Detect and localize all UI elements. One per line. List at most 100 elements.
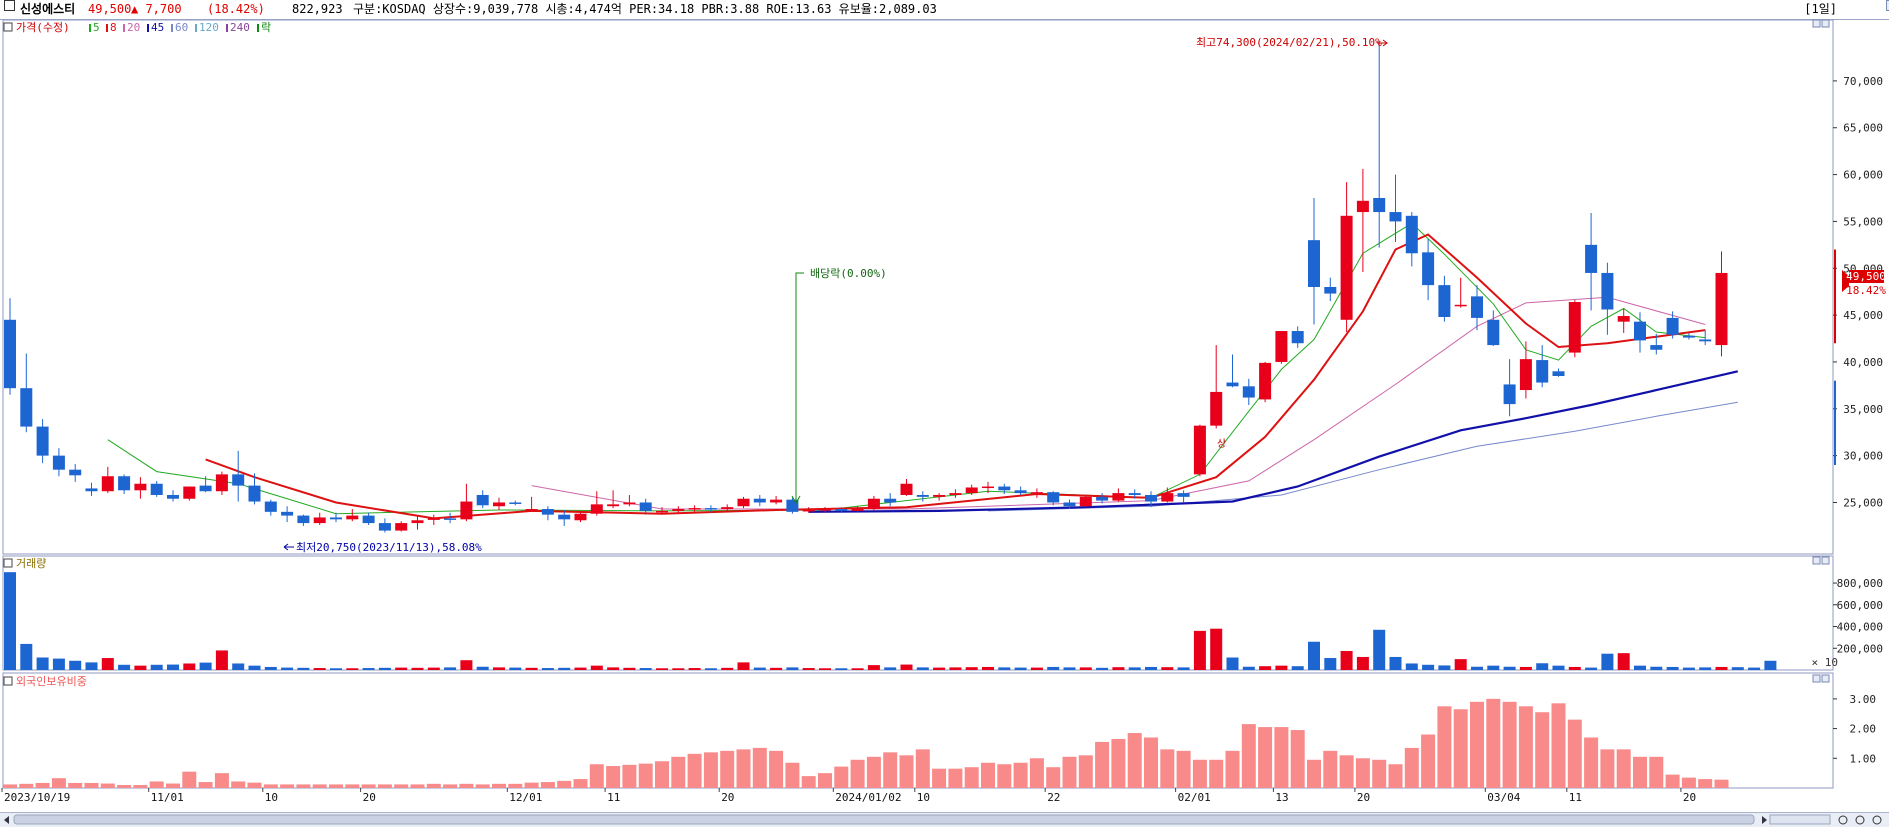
volume-close-icon[interactable] [1821, 556, 1830, 565]
candle-body [558, 514, 571, 520]
volume-bar [1715, 666, 1728, 670]
volume-bar [1275, 665, 1288, 670]
foreign-checkbox[interactable] [3, 676, 13, 686]
volume-bar [819, 668, 831, 670]
period-selector[interactable]: [1일] [1804, 2, 1837, 16]
volume-bar [1210, 628, 1223, 670]
volume-bar [1340, 650, 1353, 670]
maximize-icon[interactable] [1886, 0, 1889, 11]
foreign-bar [1453, 709, 1468, 788]
candle-body [802, 509, 815, 512]
volume-tick-label: 800,000 [1837, 577, 1883, 590]
foreign-close-icon[interactable] [1821, 674, 1830, 683]
foreign-bar [247, 782, 262, 788]
candle-body [1699, 339, 1712, 342]
candle-body [590, 504, 603, 514]
candle-body [85, 488, 98, 492]
candle-body [623, 502, 636, 505]
price-tick-label: 60,000 [1843, 169, 1883, 182]
candle-body [1014, 490, 1027, 494]
candle-body [1454, 304, 1467, 307]
legend-ma-list: 5 8 20 45 60 120 240 락 [89, 21, 271, 34]
candle-body [1405, 215, 1418, 254]
x-tick-label: 11/01 [151, 791, 184, 804]
price-tag-arrow-icon [1842, 270, 1849, 292]
volume-bar [1373, 629, 1386, 670]
foreign-bar [1714, 779, 1729, 788]
candle-body [1340, 215, 1353, 320]
foreign-bar [638, 763, 653, 788]
volume-bar [721, 667, 734, 670]
candle-body [232, 474, 245, 486]
volume-bar [1324, 658, 1337, 670]
zoom-in-icon[interactable] [1855, 815, 1865, 825]
foreign-tick-label: 1.00 [1850, 752, 1877, 765]
x-tick-label: 2023/10/19 [4, 791, 70, 804]
volume-bar [362, 668, 375, 670]
candle-body [215, 474, 228, 492]
candle-body [330, 517, 342, 520]
horizontal-scrollbar[interactable] [0, 812, 1889, 827]
foreign-bar [752, 747, 767, 788]
volume-bar [1454, 659, 1467, 670]
x-tick-label: 20 [363, 791, 376, 804]
volume-bar [1128, 667, 1141, 670]
volume-bar [1487, 665, 1500, 670]
price-tick-label: 55,000 [1843, 215, 1883, 228]
candle-body [1666, 317, 1679, 335]
zoom-out-icon[interactable] [1838, 815, 1848, 825]
candle-body [1471, 296, 1483, 318]
legend-ma-label: 120 [199, 21, 219, 34]
volume-bar [85, 662, 98, 670]
foreign-bar [1486, 698, 1501, 788]
price-tick-label: 65,000 [1843, 122, 1883, 135]
scroll-right-icon[interactable] [1762, 816, 1767, 824]
volume-bar [460, 660, 473, 670]
scroll-thumb[interactable] [13, 814, 1755, 825]
volume-bar [1112, 667, 1125, 670]
volume-minimize-icon[interactable] [1812, 556, 1821, 565]
legend-ma-swatch [226, 24, 228, 32]
volume-bar [867, 665, 880, 670]
legend-ma-swatch [106, 24, 108, 32]
volume-bar [297, 667, 310, 670]
foreign-bar [1388, 764, 1403, 788]
candle-body [1536, 360, 1549, 383]
candle-body [1145, 494, 1157, 502]
volume-bar [1079, 667, 1092, 670]
foreign-bar [1029, 758, 1044, 788]
candle-body [264, 501, 277, 512]
foreign-bar [1616, 749, 1631, 788]
volume-bar [264, 666, 277, 670]
price-change: ▲ 7,700 [131, 2, 182, 16]
panel-close-icon[interactable] [1821, 19, 1830, 28]
volume-bar [118, 664, 131, 670]
candle-body [884, 498, 897, 503]
foreign-bar [117, 785, 132, 788]
candle-body [721, 507, 734, 510]
volume-bar [851, 668, 864, 670]
candle-body [36, 426, 49, 456]
zoom-slider[interactable] [1769, 814, 1831, 825]
current-price: 49,500 [88, 2, 132, 16]
foreign-bar [100, 783, 115, 788]
x-tick-label: 12/01 [509, 791, 542, 804]
scroll-left-icon[interactable] [4, 816, 9, 824]
volume-bar [1047, 666, 1060, 670]
volume-bar [770, 667, 783, 670]
volume-tick-label: 200,000 [1837, 642, 1883, 655]
panel-minimize-icon[interactable] [1812, 19, 1821, 28]
low-arrow-icon [283, 543, 294, 551]
foreign-bar [1127, 733, 1142, 788]
foreign-bar [1551, 703, 1566, 788]
volume-bar [884, 667, 897, 670]
volume-checkbox[interactable] [3, 558, 13, 568]
candle-body [346, 515, 359, 520]
legend-checkbox[interactable] [3, 22, 13, 32]
foreign-bar [263, 784, 278, 788]
foreign-bar [1355, 758, 1370, 788]
volume-bar [313, 668, 326, 670]
zoom-reset-icon[interactable] [1872, 815, 1882, 825]
foreign-minimize-icon[interactable] [1812, 674, 1821, 683]
header-checkbox[interactable] [4, 0, 15, 11]
